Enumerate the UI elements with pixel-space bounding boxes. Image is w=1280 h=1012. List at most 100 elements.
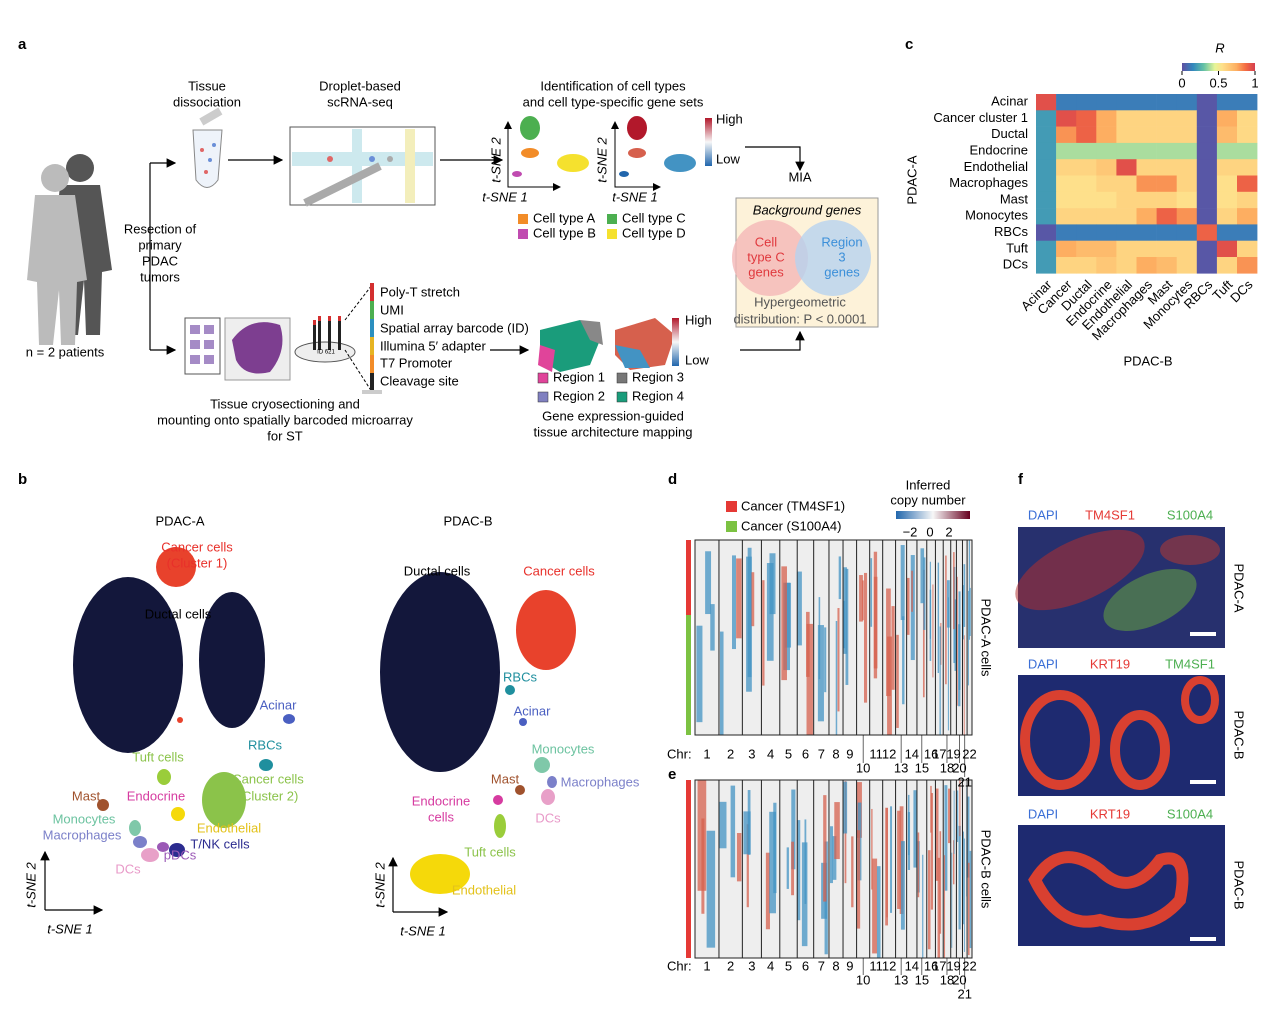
- legend-swatch: [616, 372, 628, 384]
- cnv-stripe: [900, 545, 905, 621]
- heatmap-cell: [1196, 142, 1218, 160]
- cnv-stripe: [930, 793, 934, 910]
- heatmap-cell: [1036, 191, 1057, 209]
- cnv-stripe: [954, 599, 957, 671]
- cnv-stripe: [902, 616, 905, 705]
- label: Tissue cryosectioning and: [210, 396, 360, 411]
- chromosome-label: 9: [846, 746, 853, 761]
- label: Chr:: [667, 746, 692, 761]
- row-label: Mast: [1000, 191, 1029, 206]
- stain-label: TM4SF1: [1085, 507, 1135, 522]
- cnv-stripe: [784, 582, 792, 648]
- heatmap-cell: [1196, 94, 1218, 111]
- heatmap-cell: [1096, 208, 1117, 225]
- sample-label: PDAC-B: [1232, 710, 1247, 759]
- heatmap-cell: [1136, 126, 1157, 144]
- cnv-stripe: [963, 635, 965, 735]
- label: genes: [748, 264, 784, 279]
- cnv-stripe: [940, 622, 942, 665]
- cnv-stripe: [801, 842, 808, 947]
- stain-label: DAPI: [1028, 806, 1058, 821]
- chromosome-label: 3: [748, 958, 755, 973]
- cnv-stripe: [968, 590, 969, 686]
- cluster-label: Monocytes: [53, 811, 116, 826]
- chromosome-label: 5: [785, 746, 792, 761]
- label: scRNA-seq: [327, 94, 393, 109]
- row-label: Macrophages: [949, 175, 1028, 190]
- heatmap-cell: [1176, 159, 1198, 176]
- cnv-stripe: [886, 808, 888, 918]
- cnv-stripe: [806, 611, 810, 677]
- heatmap-cell: [1056, 110, 1077, 127]
- heatmap-cell: [1196, 159, 1218, 176]
- cnv-stripe: [969, 850, 972, 949]
- cluster-label: pDCs: [164, 847, 197, 862]
- heatmap-cell: [1036, 240, 1057, 258]
- cnv-stripe: [873, 551, 878, 679]
- label: Region: [821, 234, 862, 249]
- heatmap-cell: [1096, 110, 1117, 127]
- heatmap-cell: [1216, 208, 1238, 225]
- heatmap-cell: [1237, 191, 1258, 209]
- label: Spatial array barcode (ID): [380, 320, 529, 335]
- cnv-colorbar: [896, 511, 970, 519]
- cluster-label: (Cluster 2): [238, 788, 299, 803]
- cnv-stripe: [837, 608, 840, 712]
- cnv-stripe: [762, 580, 765, 686]
- label: Cleavage site: [380, 373, 459, 388]
- label: MIA: [788, 169, 811, 184]
- label: 3: [838, 249, 845, 264]
- heatmap-cell: [1116, 175, 1137, 193]
- chromosome-label: 2: [727, 958, 734, 973]
- legend-swatch: [518, 214, 528, 224]
- cnv-stripe: [900, 841, 905, 930]
- chromosome-label: 13: [894, 760, 908, 775]
- cnv-stripe: [791, 841, 795, 896]
- cluster-label: RBCs: [248, 737, 282, 752]
- heatmap-cell: [1176, 94, 1198, 111]
- arrows: [149, 146, 805, 355]
- heatmap-cell: [1156, 191, 1177, 209]
- heatmap-cell: [1237, 126, 1258, 144]
- heatmap-cell: [1096, 126, 1117, 144]
- heatmap-cell: [1036, 126, 1057, 144]
- stain-label: KRT19: [1090, 656, 1130, 671]
- tsne-schematics: [504, 116, 712, 191]
- label: tissue architecture mapping: [534, 424, 693, 439]
- label: mounting onto spatially barcoded microar…: [157, 412, 413, 427]
- heatmap-cell: [1237, 110, 1258, 127]
- cnv-stripe: [922, 569, 925, 698]
- cnv-stripe: [732, 555, 736, 650]
- heatmap-cell: [1237, 257, 1258, 274]
- cnv-stripe: [957, 576, 958, 706]
- chromosome-label: 18: [940, 972, 954, 987]
- label: High: [685, 312, 712, 327]
- label: PDAC: [142, 253, 178, 268]
- cnv-stripe: [791, 789, 796, 870]
- heatmap-cell: [1176, 240, 1198, 258]
- cnv-stripe: [824, 627, 827, 693]
- heatmap-cell: [1216, 126, 1238, 144]
- label: type C: [747, 249, 785, 264]
- heatmap-cell: [1237, 208, 1258, 225]
- label: t-SNE 2: [372, 861, 387, 907]
- cnv-stripe: [939, 831, 942, 934]
- label: Resection of: [124, 221, 197, 236]
- row-label: Acinar: [991, 94, 1029, 109]
- heatmap-cell: [1116, 191, 1137, 209]
- heatmap-cell: [1216, 191, 1238, 209]
- heatmap-cell: [1156, 159, 1177, 176]
- cluster-label: (Cluster 1): [167, 555, 228, 570]
- heatmap-cell: [1136, 159, 1157, 176]
- heatmap-cell: [1116, 208, 1137, 225]
- cluster-label: Endocrine: [127, 788, 186, 803]
- cnv-stripe: [887, 636, 892, 735]
- heatmap-cell: [1136, 224, 1157, 241]
- label: for ST: [267, 428, 302, 443]
- cnv-stripe: [958, 624, 961, 707]
- chromosome-label: 2: [727, 746, 734, 761]
- cnv-stripe: [730, 785, 736, 878]
- cnv-stripe: [769, 553, 776, 615]
- cnv-stripe: [856, 830, 861, 929]
- heatmap-cell: [1056, 208, 1077, 225]
